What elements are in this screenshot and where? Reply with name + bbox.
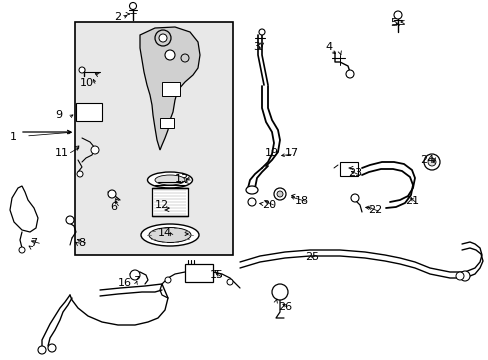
Bar [160, 118, 174, 128]
Text: 5: 5 [389, 18, 396, 28]
Circle shape [130, 270, 140, 280]
Text: 20: 20 [262, 200, 276, 210]
Text: 7: 7 [30, 238, 37, 248]
Text: 2: 2 [114, 12, 121, 22]
Circle shape [181, 54, 189, 62]
Circle shape [129, 3, 136, 9]
Text: 12: 12 [155, 200, 169, 210]
Circle shape [79, 67, 85, 73]
Text: 21: 21 [404, 196, 418, 206]
Polygon shape [10, 186, 38, 232]
Text: 10: 10 [80, 78, 94, 88]
Circle shape [38, 346, 46, 354]
Circle shape [159, 34, 167, 42]
Text: 3: 3 [252, 42, 260, 52]
Text: 16: 16 [118, 278, 132, 288]
Circle shape [66, 216, 74, 224]
Ellipse shape [155, 175, 184, 185]
Ellipse shape [149, 228, 191, 243]
Bar [76, 103, 102, 121]
Circle shape [273, 188, 285, 200]
Polygon shape [140, 27, 200, 150]
Circle shape [346, 70, 353, 78]
Circle shape [247, 198, 256, 206]
Text: 15: 15 [209, 270, 224, 280]
Text: 17: 17 [285, 148, 299, 158]
Circle shape [350, 194, 358, 202]
Text: 8: 8 [78, 238, 85, 248]
Text: 19: 19 [264, 148, 279, 158]
Circle shape [164, 277, 171, 283]
Circle shape [455, 272, 463, 280]
Circle shape [459, 271, 469, 281]
Bar [75, 22, 232, 255]
Circle shape [427, 158, 435, 166]
Text: 25: 25 [305, 252, 319, 262]
Ellipse shape [245, 186, 258, 194]
Circle shape [164, 50, 175, 60]
Bar [339, 162, 357, 176]
Circle shape [155, 30, 171, 46]
Text: 26: 26 [278, 302, 291, 312]
Circle shape [91, 146, 99, 154]
Circle shape [19, 247, 25, 253]
Ellipse shape [147, 172, 192, 188]
Text: 1: 1 [10, 132, 17, 142]
Text: 24: 24 [419, 155, 433, 165]
Text: 22: 22 [367, 205, 382, 215]
Circle shape [423, 154, 439, 170]
Circle shape [108, 190, 116, 198]
Text: 6: 6 [110, 202, 117, 212]
Text: 23: 23 [347, 168, 362, 178]
Circle shape [77, 171, 83, 177]
Text: 9: 9 [55, 110, 62, 120]
Text: 14: 14 [158, 228, 172, 238]
Circle shape [393, 11, 401, 19]
Circle shape [226, 279, 232, 285]
Circle shape [48, 344, 56, 352]
Bar [152, 188, 187, 216]
Text: 4: 4 [325, 42, 331, 52]
Circle shape [259, 29, 264, 35]
Text: 13: 13 [175, 174, 189, 184]
Text: 18: 18 [294, 196, 308, 206]
Circle shape [276, 191, 283, 197]
Bar [162, 82, 180, 96]
Circle shape [271, 284, 287, 300]
Bar [184, 264, 213, 282]
Text: 11: 11 [55, 148, 69, 158]
Ellipse shape [141, 224, 199, 246]
